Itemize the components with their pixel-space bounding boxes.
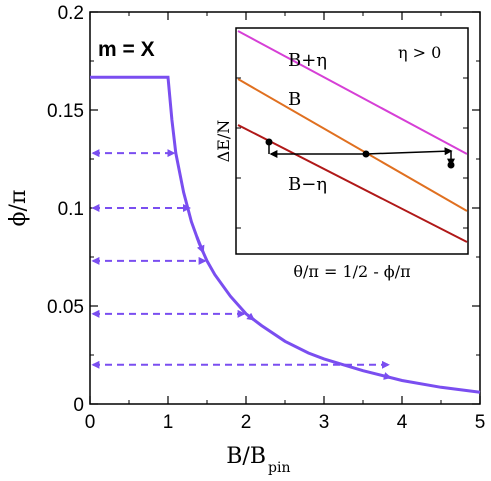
x-axis-label: B/B (226, 444, 266, 469)
annotation-label: m = X (98, 38, 155, 61)
inset-point-right (447, 161, 455, 169)
curve-direction-arrow (246, 312, 256, 321)
inset-line-lower (237, 124, 468, 243)
axis-ticks (89, 11, 481, 405)
curve-direction-arrow (195, 236, 205, 254)
x-axis-label-subscript: pin (268, 460, 290, 476)
y-tick-label: 0 (73, 395, 84, 416)
inset-panel: B+η B B−η η > 0 θ/π = 1/2 - ϕ/π ΔE/N (214, 27, 469, 281)
inset-frame (235, 27, 469, 255)
inset-note: η > 0 (398, 43, 441, 62)
inset-point-left (265, 138, 273, 146)
inset-line-upper (237, 30, 468, 155)
inset-label-lower: B−η (288, 174, 327, 195)
inset-arrow-right (365, 147, 453, 156)
y-tick-label: 0.05 (47, 297, 84, 318)
x-tick-label: 1 (163, 412, 174, 433)
inset-point-middle (362, 150, 370, 158)
phi-curve (90, 75, 481, 394)
x-tick-label: 3 (319, 412, 330, 433)
x-tick-label: 4 (397, 412, 408, 433)
curve-direction-arrow (383, 372, 392, 380)
curve-arrows (195, 236, 392, 380)
x-tick-labels: 0 1 2 3 4 5 (85, 412, 486, 433)
inset-x-label: θ/π = 1/2 - ϕ/π (293, 262, 410, 281)
x-tick-label: 0 (85, 412, 96, 433)
inset-label-middle: B (288, 89, 301, 110)
y-tick-label: 0.2 (58, 3, 84, 24)
inset-line-middle (237, 78, 468, 212)
x-tick-label: 2 (241, 412, 252, 433)
x-tick-label: 5 (475, 412, 486, 433)
inset-label-upper: B+η (288, 50, 327, 71)
inset-ticks (236, 77, 468, 229)
inset-y-label: ΔE/N (214, 120, 233, 163)
y-tick-label: 0.1 (58, 199, 84, 220)
y-axis-label: ϕ/π (6, 190, 31, 227)
y-tick-label: 0.15 (47, 101, 84, 122)
y-tick-labels: 0 0.05 0.1 0.15 0.2 (47, 3, 84, 416)
